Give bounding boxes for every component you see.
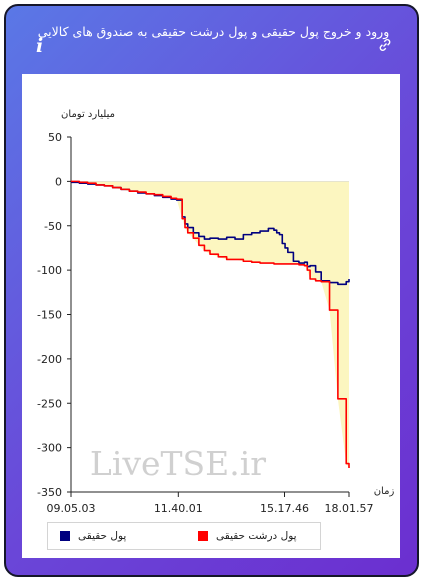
x-tick-label: 09.05.03: [47, 502, 96, 515]
info-icon[interactable]: i: [36, 35, 44, 57]
x-tick-label: 11.40.01: [154, 502, 203, 515]
area-fill: [71, 181, 349, 469]
y-tick-label: -50: [44, 220, 62, 233]
legend-label-big-money: پول درشت حقیقی: [216, 530, 297, 542]
y-tick-label: -150: [37, 309, 62, 322]
legend-item-real-money[interactable]: پول حقیقی: [60, 528, 170, 544]
chart-title: ورود و خروج پول حقیقی و پول درشت حقیقی ب…: [37, 24, 390, 39]
legend-label-real-money: پول حقیقی: [78, 530, 127, 542]
y-tick-label: -250: [37, 397, 62, 410]
legend-swatch-big-money: [198, 531, 208, 541]
legend: پول حقیقی پول درشت حقیقی: [47, 522, 321, 550]
legend-swatch-real-money: [60, 531, 70, 541]
x-tick-label: 18.01.57: [325, 502, 374, 515]
watermark: LiveTSE.ir: [90, 444, 266, 483]
legend-item-big-money[interactable]: پول درشت حقیقی: [198, 528, 318, 544]
y-tick-label: 0: [55, 175, 62, 188]
link-icon[interactable]: [378, 38, 392, 52]
y-axis-label: میلیارد تومان: [61, 109, 115, 120]
x-tick-label: 15.17.46: [260, 502, 309, 515]
series-big-money: [71, 180, 350, 469]
y-tick-label: -300: [37, 442, 62, 455]
x-axis-label: زمان: [374, 486, 395, 497]
y-tick-label: -350: [37, 486, 62, 499]
y-tick-label: -100: [37, 264, 62, 277]
y-tick-label: -200: [37, 353, 62, 366]
y-tick-label: 50: [48, 131, 62, 144]
